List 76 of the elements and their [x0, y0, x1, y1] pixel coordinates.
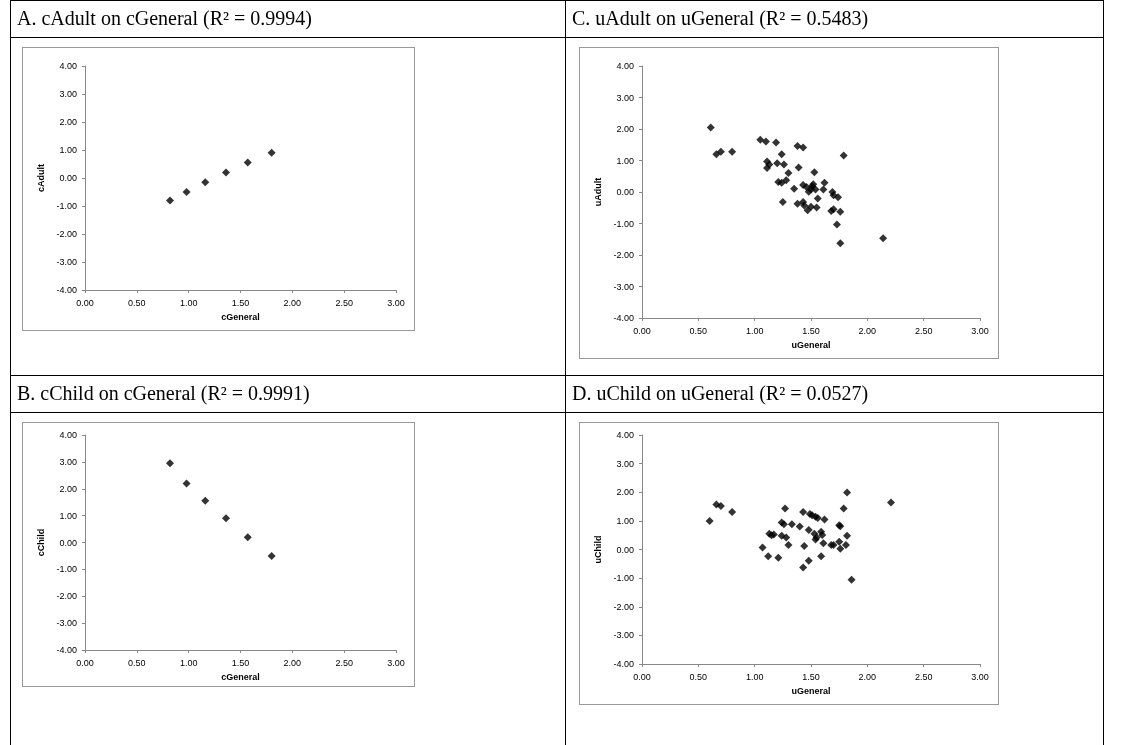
x-axis-title: uGeneral — [791, 685, 831, 696]
y-tick-label: -1.00 — [56, 564, 77, 575]
chart-title: A. cAdult on cGeneral (R² = 0.9994) — [17, 7, 312, 30]
y-axis-title: uAdult — [593, 177, 604, 207]
y-axis-title: cAdult — [36, 164, 47, 192]
x-tick-label: 1.50 — [231, 297, 250, 308]
y-tick-label: -4.00 — [613, 659, 634, 669]
chart-title: D. uChild on uGeneral (R² = 0.0527) — [572, 382, 869, 405]
y-tick-label: -3.00 — [613, 281, 634, 292]
x-tick-label: 0.00 — [633, 671, 651, 682]
y-tick-label: -1.00 — [613, 573, 634, 584]
y-axis-title: cChild — [36, 528, 47, 557]
x-tick-label: 0.00 — [76, 657, 94, 668]
x-tick-label: 1.00 — [179, 297, 198, 308]
x-axis-title: cGeneral — [221, 671, 260, 682]
chart-title: B. cChild on cGeneral (R² = 0.9991) — [17, 382, 310, 405]
x-tick-label: 0.50 — [689, 325, 708, 336]
chart-title: C. uAdult on uGeneral (R² = 0.5483) — [572, 7, 869, 30]
x-tick-label: 2.00 — [858, 671, 877, 682]
x-tick-label: 2.50 — [335, 297, 353, 308]
x-tick-label: 3.00 — [387, 297, 405, 308]
y-tick-label: -1.00 — [613, 218, 634, 229]
y-tick-label: -2.00 — [56, 229, 77, 239]
x-tick-label: 0.50 — [128, 657, 146, 668]
x-tick-label: 0.00 — [76, 297, 94, 308]
y-tick-label: -2.00 — [56, 591, 77, 602]
y-tick-label: 0.00 — [59, 537, 77, 548]
y-tick-label: 1.00 — [59, 510, 77, 521]
x-tick-label: 2.00 — [858, 325, 877, 336]
x-tick-label: 0.50 — [689, 671, 708, 682]
x-tick-label: 3.00 — [971, 671, 989, 682]
x-tick-label: 0.00 — [633, 325, 651, 336]
y-tick-label: -3.00 — [56, 257, 77, 267]
y-tick-label: 0.00 — [616, 187, 634, 197]
y-tick-label: 0.00 — [616, 544, 634, 555]
y-tick-label: -4.00 — [613, 313, 634, 323]
x-axis-title: uGeneral — [791, 339, 831, 350]
y-tick-label: 2.00 — [616, 124, 634, 134]
y-tick-label: 3.00 — [616, 458, 634, 469]
y-tick-label: 2.00 — [616, 487, 634, 498]
y-tick-label: 4.00 — [616, 430, 634, 440]
y-tick-label: -1.00 — [56, 201, 77, 211]
x-tick-label: 2.50 — [914, 325, 933, 336]
x-tick-label: 3.00 — [971, 325, 989, 336]
y-tick-label: 2.00 — [59, 483, 77, 494]
y-tick-label: 4.00 — [59, 430, 77, 440]
x-tick-label: 2.50 — [914, 671, 933, 682]
y-tick-label: -3.00 — [56, 618, 77, 629]
y-tick-label: -3.00 — [613, 630, 634, 641]
y-tick-label: 4.00 — [59, 61, 77, 71]
y-tick-label: 1.00 — [616, 515, 634, 526]
y-tick-label: 3.00 — [616, 92, 634, 103]
x-tick-label: 3.00 — [387, 657, 405, 668]
x-tick-label: 1.00 — [745, 325, 764, 336]
y-tick-label: 2.00 — [59, 117, 77, 127]
y-tick-label: -2.00 — [613, 601, 634, 612]
y-tick-label: 3.00 — [59, 89, 77, 99]
x-tick-label: 0.50 — [128, 297, 146, 308]
y-tick-label: 0.00 — [59, 173, 77, 183]
y-tick-label: 4.00 — [616, 61, 634, 71]
y-tick-label: 1.00 — [616, 155, 634, 166]
x-tick-label: 1.00 — [179, 657, 198, 668]
x-tick-label: 1.50 — [231, 657, 250, 668]
x-tick-label: 2.00 — [283, 657, 302, 668]
x-tick-label: 2.50 — [335, 657, 353, 668]
x-tick-label: 1.50 — [802, 325, 820, 336]
y-tick-label: -2.00 — [613, 250, 634, 260]
x-tick-label: 1.50 — [802, 671, 820, 682]
x-tick-label: 1.00 — [745, 671, 764, 682]
y-tick-label: 1.00 — [59, 145, 77, 155]
y-tick-label: -4.00 — [56, 285, 77, 295]
y-axis-title: uChild — [593, 535, 604, 564]
y-tick-label: -4.00 — [56, 645, 77, 655]
y-tick-label: 3.00 — [59, 456, 77, 467]
x-tick-label: 2.00 — [283, 297, 302, 308]
x-axis-title: cGeneral — [221, 311, 260, 322]
